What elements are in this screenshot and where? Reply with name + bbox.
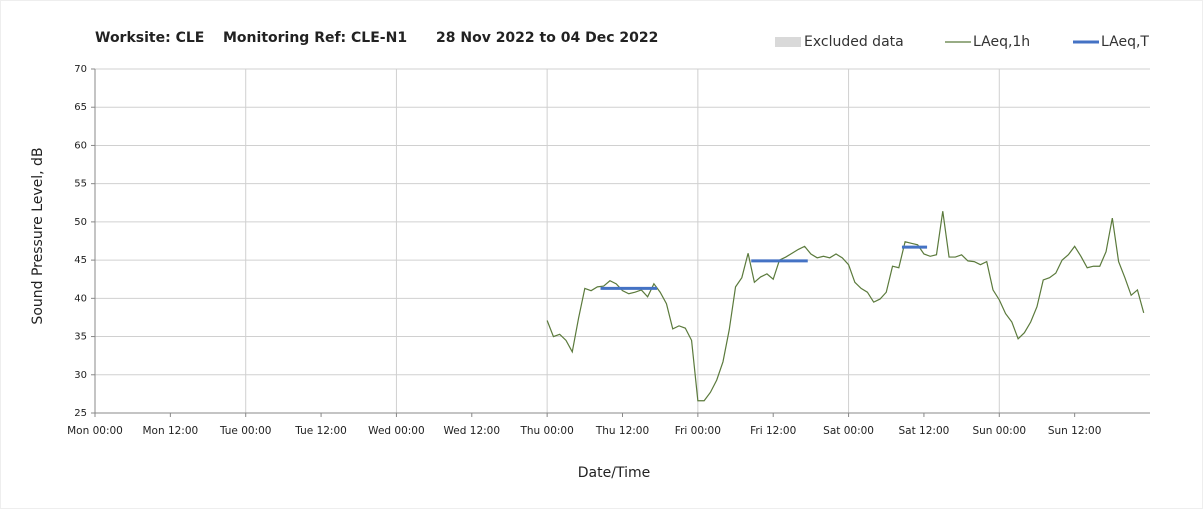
y-tick-label: 45 — [74, 255, 87, 266]
legend-label: Excluded data — [804, 34, 904, 50]
x-tick-label: Sun 00:00 — [972, 425, 1026, 437]
x-tick-label: Tue 00:00 — [219, 425, 272, 437]
x-tick-label: Sat 12:00 — [899, 425, 950, 437]
title-ref: Monitoring Ref: CLE-N1 — [223, 30, 407, 46]
x-tick-label: Thu 00:00 — [519, 425, 573, 437]
y-axis-label: Sound Pressure Level, dB — [30, 147, 46, 324]
x-tick-label: Wed 00:00 — [368, 425, 425, 437]
x-axis-label: Date/Time — [578, 465, 650, 481]
y-tick-label: 40 — [74, 293, 87, 304]
legend-label: LAeq,1h — [973, 34, 1030, 50]
legend-swatch — [775, 37, 801, 47]
y-tick-label: 25 — [74, 408, 87, 419]
title-dates: 28 Nov 2022 to 04 Dec 2022 — [436, 30, 658, 46]
x-tick-label: Sun 12:00 — [1048, 425, 1102, 437]
y-tick-label: 50 — [74, 217, 87, 228]
x-tick-label: Tue 12:00 — [294, 425, 347, 437]
x-tick-label: Fri 00:00 — [675, 425, 721, 437]
y-tick-label: 30 — [74, 370, 87, 381]
y-tick-label: 70 — [74, 64, 87, 75]
line-series — [546, 211, 1145, 402]
x-tick-label: Thu 12:00 — [595, 425, 649, 437]
y-tick-label: 65 — [74, 102, 87, 113]
x-tick-label: Fri 12:00 — [750, 425, 796, 437]
x-tick-label: Sat 00:00 — [823, 425, 874, 437]
title-worksite: Worksite: CLE — [95, 30, 204, 46]
y-tick-label: 35 — [74, 332, 87, 343]
x-tick-label: Mon 00:00 — [67, 425, 123, 437]
x-tick-label: Wed 12:00 — [444, 425, 501, 437]
y-tick-label: 60 — [74, 140, 87, 151]
x-tick-label: Mon 12:00 — [142, 425, 198, 437]
legend-label: LAeq,T — [1101, 34, 1149, 50]
y-tick-label: 55 — [74, 179, 87, 190]
